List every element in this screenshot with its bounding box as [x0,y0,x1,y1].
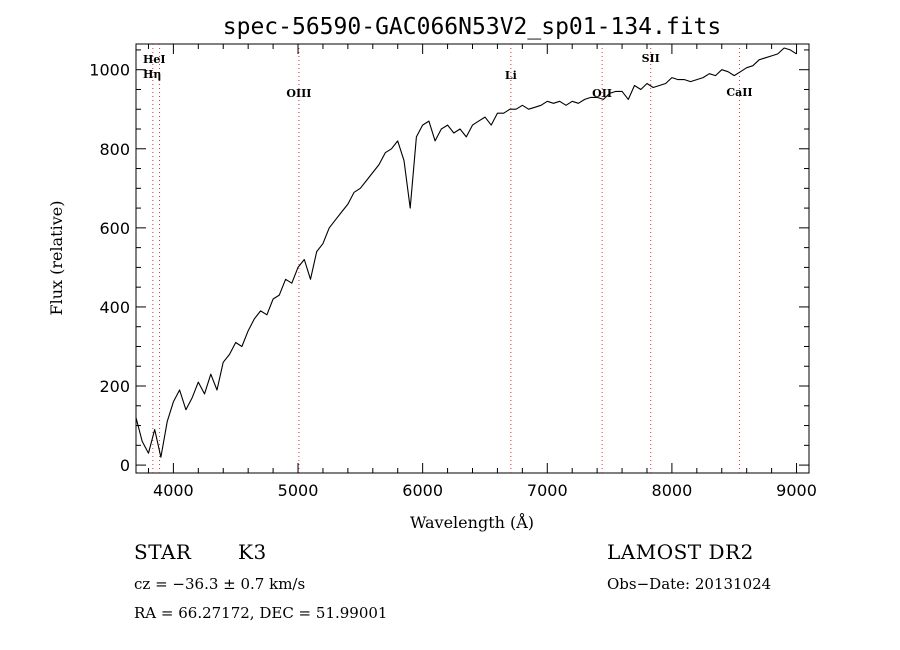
x-axis-label: Wavelength (Å) [410,512,534,532]
x-tick-label: 5000 [278,481,319,500]
y-tick-label: 400 [99,298,130,317]
line-label-5: SII [642,52,660,65]
y-tick-label: 0 [120,456,130,475]
plot-area: 4000 5000 6000 7000 8000 9000 0 200 400 600 800 100… [89,43,817,500]
x-tick-label: 6000 [402,481,443,500]
line-label-6: CaII [726,86,752,99]
chart-title: spec-56590-GAC066N53V2_sp01-134.fits [223,14,722,40]
object-class: STAR [134,540,192,564]
y-tick-label: 800 [99,140,130,159]
spectrum-line-0 [135,47,797,458]
observation-date: Obs−Date: 20131024 [607,575,772,593]
survey-name: LAMOST DR2 [607,540,754,564]
line-label-3: Li [505,69,517,82]
x-tick-label: 7000 [527,481,568,500]
y-tick-label: 600 [99,219,130,238]
x-tick-label: 8000 [652,481,693,500]
x-tick-label: 9000 [776,481,817,500]
sky-coordinates: RA = 66.27172, DEC = 51.99001 [134,604,388,622]
redshift-velocity: cz = −36.3 ± 0.7 km/s [134,575,306,593]
line-label-1: Hη [143,68,161,81]
line-label-2: OIII [286,87,311,100]
x-tick-label: 4000 [153,481,194,500]
object-subclass: K3 [238,540,267,564]
y-tick-label: 1000 [89,61,130,80]
y-tick-label: 200 [99,377,130,396]
y-axis-label: Flux (relative) [47,201,66,316]
line-label-0: HeI [143,53,166,66]
plot-frame [135,43,810,474]
line-label-4: OII [592,87,612,100]
